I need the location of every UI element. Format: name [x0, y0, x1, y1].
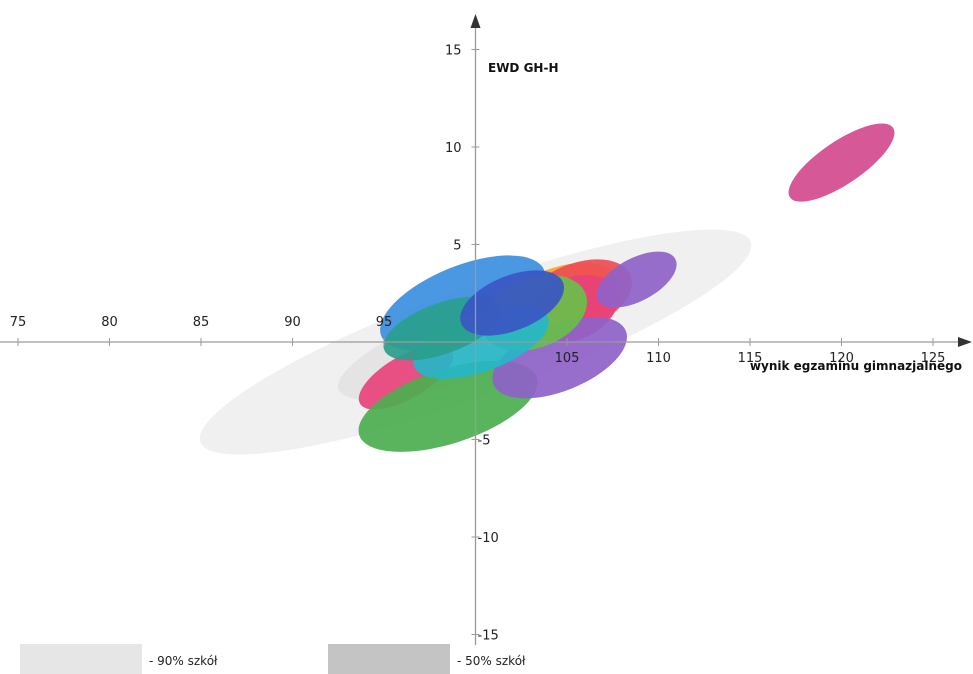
y-tick-label-15: 15: [445, 44, 462, 59]
series-ellipse-2: [358, 360, 538, 452]
x-tick-label-90: 90: [284, 315, 301, 330]
x-axis-arrow: [958, 337, 972, 347]
y-tick-label-10: 10: [445, 141, 462, 156]
y-tick-label--15: -15: [478, 629, 499, 644]
x-tick-label-105: 105: [555, 351, 580, 366]
series-ellipse-12: [460, 270, 565, 336]
legend: - 90% szkół - 50% szkół: [20, 644, 526, 674]
y-axis-arrow: [470, 14, 481, 28]
legend-swatch-2: [328, 644, 450, 674]
legend-label-1: - 90% szkół: [149, 654, 218, 668]
y-tick-label--10: -10: [478, 531, 499, 546]
x-tick-label-80: 80: [101, 315, 118, 330]
x-tick-label-125: 125: [921, 351, 946, 366]
x-axis-label: wynik egzaminu gimnazjalnego: [750, 359, 962, 373]
series-ellipse-6: [492, 316, 628, 399]
x-tick-label-85: 85: [193, 315, 210, 330]
series-ellipse-7: [596, 251, 677, 308]
y-axis-label: EWD GH-H: [488, 61, 559, 75]
series-ellipse-13: [788, 123, 895, 202]
axes: [0, 14, 972, 645]
x-tick-label-115: 115: [738, 351, 763, 366]
legend-swatch-1: [20, 644, 142, 674]
x-tick-label-120: 120: [829, 351, 854, 366]
y-tick-label-5: 5: [453, 239, 461, 254]
series-ellipses: [358, 123, 895, 452]
y-tick-label--5: -5: [478, 434, 491, 449]
x-tick-label-110: 110: [646, 351, 671, 366]
x-tick-label-75: 75: [10, 315, 27, 330]
x-tick-label-95: 95: [376, 315, 393, 330]
legend-label-2: - 50% szkół: [457, 654, 526, 668]
